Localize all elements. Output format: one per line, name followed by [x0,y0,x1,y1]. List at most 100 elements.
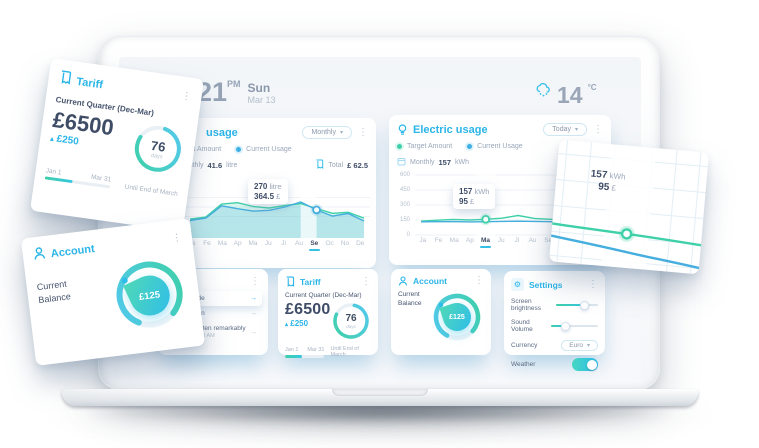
clock-widget: 21PM Sun Mar 13 [197,79,276,106]
floating-tariff-card: Tariff ⋮ Current Quarter (Dec-Mar) £6500… [30,58,204,232]
chart-tooltip: 157 kWh 95 £ [453,184,496,209]
chevron-down-icon: ▾ [339,130,343,136]
account-title: Account [50,242,96,261]
y-tick-label: 150 [399,217,410,223]
weather-toggle[interactable] [572,358,598,371]
kebab-menu-icon[interactable]: ⋮ [593,123,603,135]
y-tick-label: 450 [399,187,410,193]
rain-cloud-icon [535,83,552,104]
month-label[interactable]: Ja [419,237,427,244]
floating-account-card: Account ⋮ Current Balance £125 [20,218,206,366]
water-usage-title: usage [206,126,238,139]
kebab-menu-icon[interactable]: ⋮ [361,275,371,287]
target-amount-dot[interactable] [397,144,402,149]
month-label[interactable]: De [356,240,365,247]
month-label[interactable]: Au [294,240,303,247]
tariff-card: Tariff ⋮ Current Quarter (Dec-Mar) £6500… [278,269,378,358]
period-label: Monthly [410,158,435,166]
settings-title: Settings [529,279,563,290]
calendar-icon [397,157,406,168]
month-label[interactable]: Fe [203,240,211,247]
month-label[interactable]: Ju [264,240,272,247]
water-usage-card: usage Monthly ▾ ⋮ Target Amount Current U… [158,118,376,268]
water-range-value: Monthly [311,129,336,136]
chevron-down-icon: ▾ [586,343,590,349]
kebab-menu-icon[interactable]: ⋮ [358,126,368,138]
tariff-delta: £250 [290,319,309,328]
x-axis-month-labels: JaFeMaApMaJuJlAuSeOcNoDe [184,240,368,251]
month-label[interactable]: Fe [434,237,443,244]
currency-value: Euro [569,342,583,349]
receipt-icon [285,276,295,287]
electric-range-dropdown[interactable]: Today ▾ [543,123,587,136]
balance-gauge: £125 [430,290,484,344]
temperature-unit: °C [587,83,597,92]
weather-label: Weather [511,361,536,368]
month-label[interactable]: Ju [497,237,505,244]
kebab-menu-icon[interactable]: ⋮ [588,278,598,290]
y-tick-label: 600 [399,172,410,178]
total-label: Total [328,161,344,169]
month-label[interactable]: Ap [465,237,474,244]
water-range-dropdown[interactable]: Monthly ▾ [302,126,352,139]
tariff-subtitle: Current Quarter (Dec-Mar) [285,292,362,299]
balance-value: £125 [449,313,465,321]
month-label[interactable]: Ma [449,237,459,244]
month-label[interactable]: Se [544,237,553,244]
period-value: 157 [438,157,452,167]
month-label[interactable]: Ma [478,237,494,248]
zoom-tooltip: 157 kWh 95 £ [590,168,626,194]
tariff-footnote: Until End of March [330,346,359,358]
floating-zoom-chart-card: 157 kWh 95 £ [548,139,710,275]
volume-slider[interactable] [550,321,598,331]
month-label[interactable]: No [340,240,350,247]
y-tick-label: 300 [399,202,410,208]
balance-value: £125 [138,288,161,303]
receipt-icon [57,69,73,90]
month-label[interactable]: Ma [248,240,258,247]
month-label[interactable]: Se [307,240,322,251]
tariff-title: Tariff [300,276,321,287]
month-label[interactable]: Au [528,237,537,244]
legend-target-label: Target Amount [176,146,222,153]
month-label[interactable]: Jl [281,240,286,247]
currency-dropdown[interactable]: Euro ▾ [561,340,598,351]
month-label[interactable]: Ap [233,240,242,247]
period-value: 41.6 [207,160,223,170]
kebab-menu-icon[interactable]: ⋮ [250,276,260,287]
range-start: Jan 1 [285,347,299,353]
tariff-delta: £250 [55,133,80,148]
range-end: Mar 31 [307,347,325,353]
balance-label-2: Balance [37,291,72,306]
zoom-chart-canvas [548,140,708,274]
total-value: £ 62.5 [347,160,368,170]
volume-label: Sound Volume [511,319,533,333]
kebab-menu-icon[interactable]: ⋮ [180,90,193,103]
month-label[interactable]: Jl [514,237,520,244]
balance-label-1: Current [398,291,420,298]
arrow-right-icon: → [250,310,257,317]
electric-range-value: Today [552,126,571,133]
month-label[interactable]: Ma [217,240,227,247]
account-title: Account [413,276,447,286]
water-chart-canvas[interactable] [184,174,370,238]
days-remaining-gauge: 76 days [129,119,188,178]
kebab-menu-icon[interactable]: ⋮ [171,232,183,245]
settings-card: ⚙ Settings ⋮ Screen brightness Sound Vol… [504,271,605,371]
y-tick-label: 0 [406,232,410,238]
gear-icon: ⚙ [511,278,524,291]
month-label[interactable]: Oc [325,240,334,247]
current-usage-dot[interactable] [467,144,473,149]
legend-current-label: Current Usage [477,143,523,150]
time-meridiem: PM [227,79,241,89]
kebab-menu-icon[interactable]: ⋮ [474,275,484,286]
day-label: Sun [247,81,271,95]
brightness-label: Screen brightness [511,298,541,312]
brightness-slider[interactable] [555,300,598,310]
person-icon [398,276,408,286]
period-unit: kWh [455,158,470,166]
temperature-value: 14 [557,82,583,108]
tariff-title: Tariff [75,75,104,91]
current-usage-dot[interactable] [236,147,242,152]
